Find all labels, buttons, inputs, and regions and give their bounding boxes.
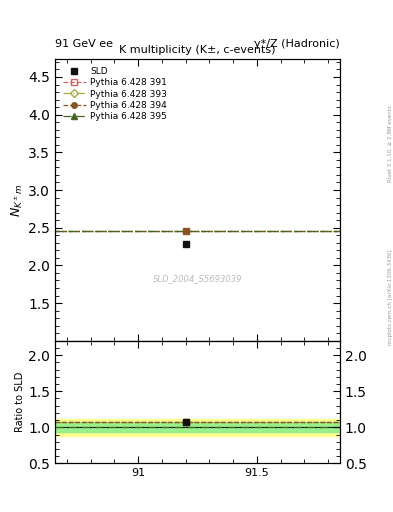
Title: K multiplicity (K±, c-events): K multiplicity (K±, c-events) xyxy=(119,46,276,55)
Legend: SLD, Pythia 6.428 391, Pythia 6.428 393, Pythia 6.428 394, Pythia 6.428 395: SLD, Pythia 6.428 391, Pythia 6.428 393,… xyxy=(59,63,171,124)
Text: mcplots.cern.ch [arXiv:1306.3436]: mcplots.cern.ch [arXiv:1306.3436] xyxy=(388,249,393,345)
Y-axis label: Ratio to SLD: Ratio to SLD xyxy=(15,372,26,432)
Text: 91 GeV ee: 91 GeV ee xyxy=(55,38,113,49)
Text: SLD_2004_S5693039: SLD_2004_S5693039 xyxy=(153,274,242,283)
Text: γ*/Z (Hadronic): γ*/Z (Hadronic) xyxy=(254,38,340,49)
Bar xyxy=(55,422,340,432)
Bar xyxy=(55,419,340,436)
Y-axis label: $N_{K^\pm m}$: $N_{K^\pm m}$ xyxy=(10,183,26,217)
Text: Rivet 3.1.10, ≥ 2.8M events: Rivet 3.1.10, ≥ 2.8M events xyxy=(388,105,393,182)
